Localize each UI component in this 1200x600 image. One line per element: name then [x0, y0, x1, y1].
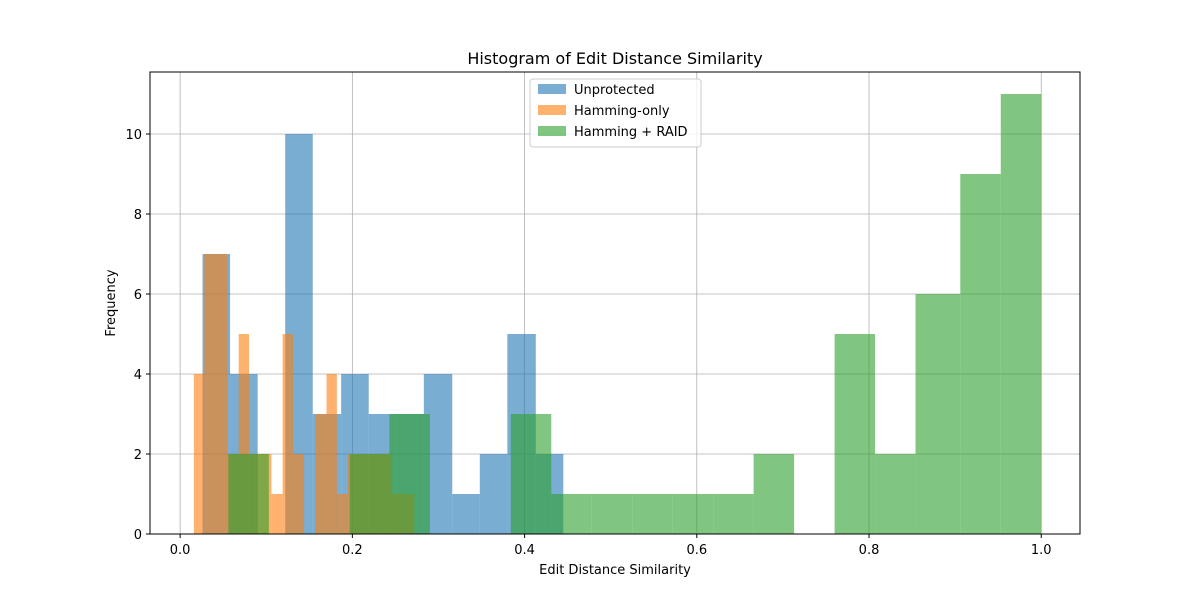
histogram-bar — [271, 494, 283, 534]
y-tick-label: 6 — [134, 288, 142, 303]
legend-box — [529, 78, 702, 148]
x-tick-label: 0.4 — [514, 543, 535, 558]
legend-label: Hamming + RAID — [574, 125, 688, 140]
legend: Unprotected Hamming-only Hamming + RAID — [529, 78, 702, 148]
plot-frame — [149, 71, 1081, 535]
histogram-bar — [452, 494, 480, 534]
y-tick-label: 0 — [134, 528, 142, 543]
histogram-bar — [875, 454, 916, 534]
chart-title: Histogram of Edit Distance Similarity — [467, 49, 762, 68]
x-axis-label: Edit Distance Similarity — [539, 563, 691, 578]
y-tick-label: 8 — [134, 208, 142, 223]
histogram-bar — [282, 334, 293, 534]
y-tick-label: 10 — [125, 128, 142, 143]
x-tick-label: 0.0 — [170, 543, 191, 558]
histogram-bar — [369, 454, 390, 534]
histogram-bar — [915, 294, 961, 534]
y-tick-label: 2 — [134, 448, 142, 463]
histogram-bar — [326, 374, 337, 534]
histogram-bar — [389, 414, 430, 534]
histogram-bar — [591, 494, 633, 534]
histogram-bar — [336, 494, 349, 534]
histogram-bar — [204, 254, 228, 534]
histogram-bar — [713, 494, 754, 534]
legend-label: Unprotected — [574, 83, 655, 98]
y-axis-label: Frequency — [104, 269, 119, 336]
histogram-bar — [753, 454, 795, 534]
histogram-bar — [960, 174, 1001, 534]
histogram-bar — [315, 414, 327, 534]
histogram-bar — [632, 494, 673, 534]
histogram-bar — [228, 454, 249, 534]
histogram-bar — [248, 454, 269, 534]
histogram-bar — [349, 454, 370, 534]
histogram-bar — [672, 494, 714, 534]
histogram-bar — [510, 414, 552, 534]
bars — [193, 94, 1042, 534]
legend-label: Hamming-only — [574, 104, 670, 119]
y-tick-label: 4 — [134, 368, 142, 383]
histogram-bar — [1000, 94, 1042, 534]
x-tick-label: 0.2 — [342, 543, 363, 558]
histogram-bar — [292, 454, 305, 534]
histogram-bar — [834, 334, 876, 534]
histogram-bar — [551, 494, 592, 534]
histogram-bar — [479, 454, 508, 534]
histogram-bar — [193, 374, 205, 534]
x-tick-label: 0.8 — [859, 543, 880, 558]
legend-swatch — [538, 84, 566, 94]
legend-swatch — [538, 105, 566, 115]
series-2-bars — [228, 94, 1042, 534]
x-tick-label: 0.6 — [686, 543, 707, 558]
x-tick-label: 1.0 — [1031, 543, 1052, 558]
histogram-bar — [238, 334, 250, 534]
legend-swatch — [538, 126, 566, 136]
axis-ticks: 0.0 0.2 0.4 0.6 0.8 1.0 0 2 4 6 8 10 — [125, 128, 1051, 558]
